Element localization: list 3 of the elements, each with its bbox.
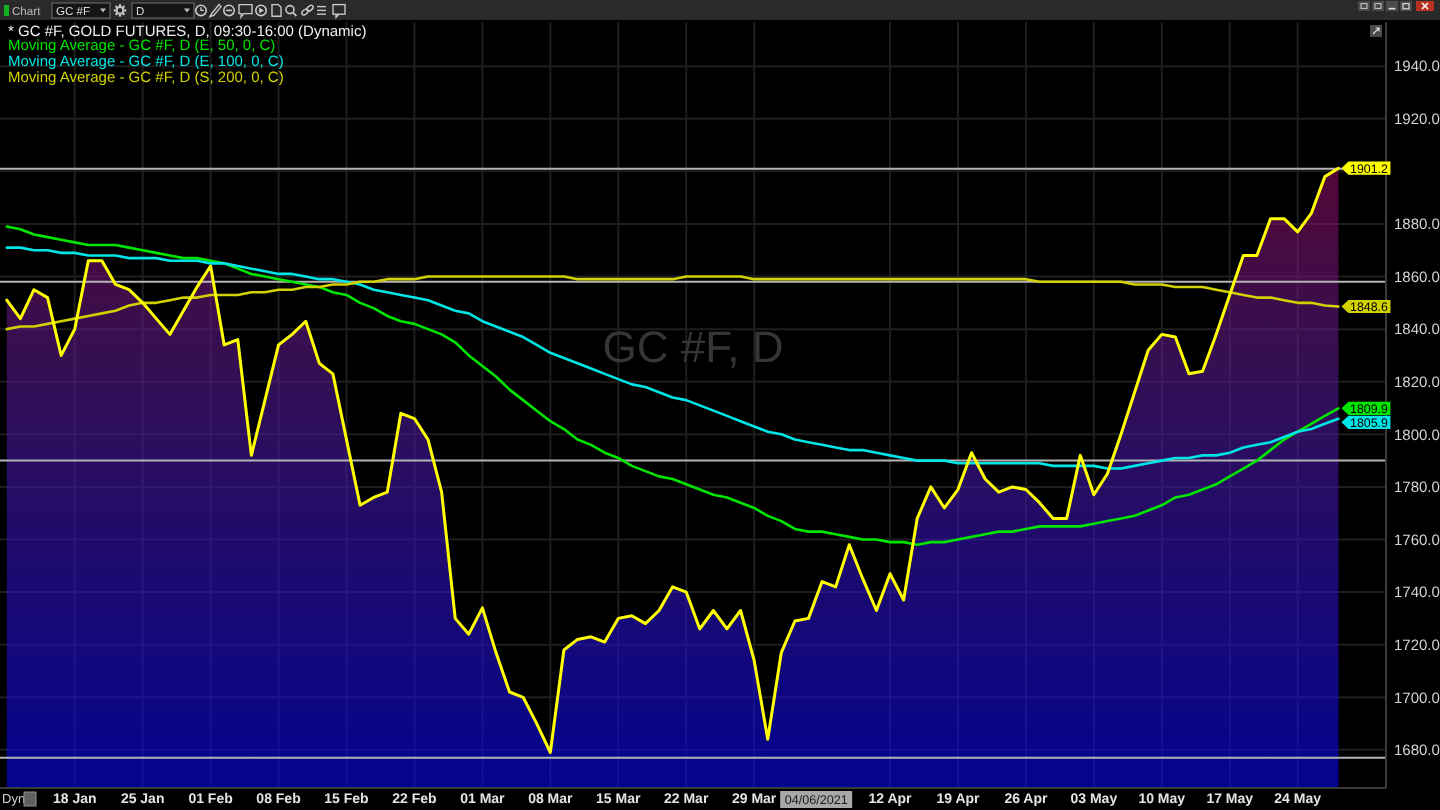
line-series [5,246,1340,470]
line-series [5,225,1340,547]
line-series [5,275,1340,331]
